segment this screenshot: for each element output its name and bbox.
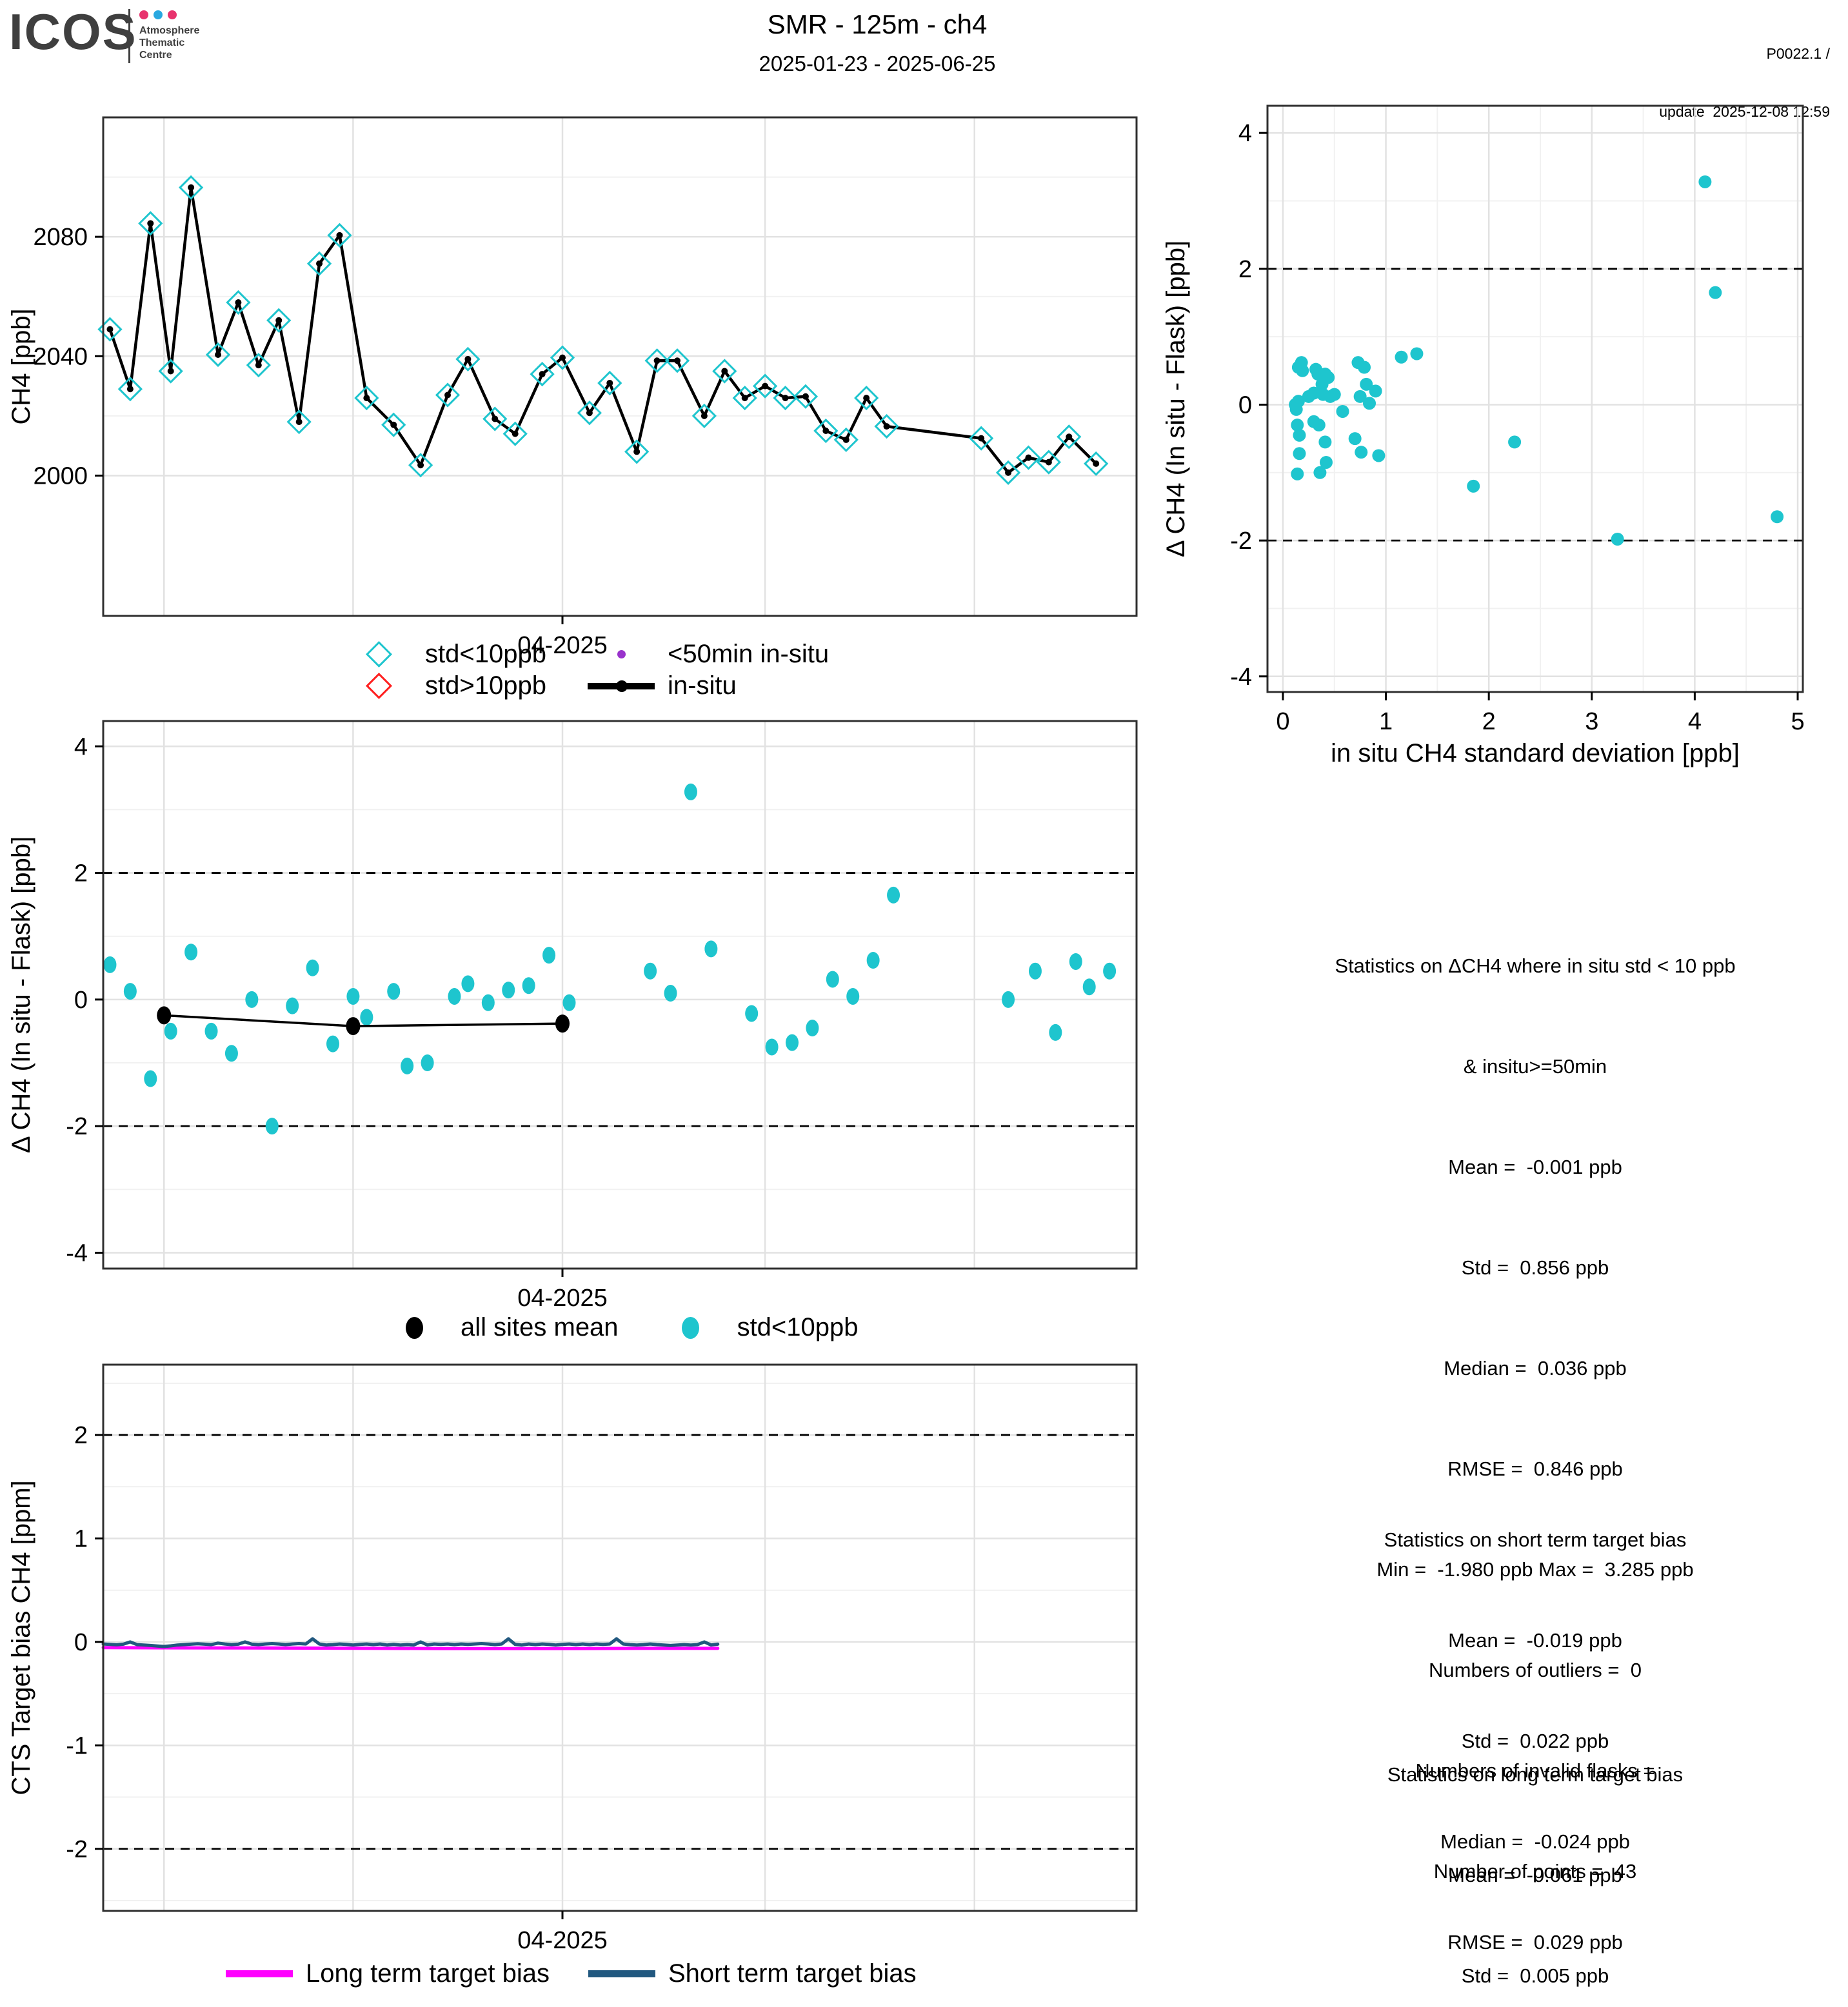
svg-text:0: 0 (74, 1629, 88, 1656)
stats-line: Statistics on short term target bias (1384, 1528, 1687, 1551)
legend-item-short-term-bias: Short term target bias (588, 1959, 917, 1988)
delta-ch4-time-scatter-chart: -4 -2 0 2 4 04-2025 Δ CH4 (In situ - Flask) [p… (7, 720, 1138, 1312)
stats-line: Median = -0.024 ppb (1440, 1830, 1630, 1853)
svg-text:2: 2 (1238, 256, 1252, 283)
cts-target-bias-chart: -2 -1 0 1 2 04-2025 CTS Target bias CH4 [ppm] (7, 1363, 1138, 1954)
svg-text:0: 0 (1238, 391, 1252, 419)
delta-plot-legend: all sites mean std<10ppb (381, 1313, 859, 1342)
svg-text:04-2025: 04-2025 (517, 1927, 607, 1954)
stats-line: Std = 0.022 ppb (1461, 1730, 1609, 1752)
svg-text:4: 4 (74, 733, 88, 760)
svg-text:-1: -1 (66, 1732, 88, 1759)
cyan-diamond-icon (365, 640, 392, 668)
legend-label: in-situ (668, 671, 737, 700)
page-title: SMR - 125m - ch4 (767, 9, 988, 39)
timeseries-legend: std<10ppb <50min in-situ std>10ppb in-si… (345, 640, 829, 700)
stats-line: Mean = -0.001 ppb (1448, 1156, 1622, 1178)
legend-item-std-lt10: std<10ppb (657, 1313, 859, 1342)
icos-logo-text: ICOS (9, 3, 137, 60)
red-diamond-icon (365, 672, 392, 700)
legend-label: std<10ppb (425, 640, 546, 668)
logo-dot-icon (154, 10, 163, 19)
stats-line: Statistics on long term target bias (1387, 1763, 1684, 1786)
svg-text:CH4 [ppb]: CH4 [ppb] (7, 308, 35, 424)
svg-text:2: 2 (1482, 708, 1496, 735)
legend-item-long-term-bias: Long term target bias (226, 1959, 550, 1988)
svg-text:2040: 2040 (33, 343, 88, 370)
stats-line: Std = 0.856 ppb (1461, 1256, 1609, 1279)
logo-subtitle: Atmosphere Thematic Centre (139, 25, 200, 61)
svg-text:04-2025: 04-2025 (517, 632, 607, 659)
svg-text:CTS Target bias CH4 [ppm]: CTS Target bias CH4 [ppm] (7, 1480, 35, 1795)
svg-text:Δ CH4 (In situ - Flask) [ppb]: Δ CH4 (In situ - Flask) [ppb] (1162, 241, 1190, 557)
stats-line: RMSE = 0.029 ppb (1447, 1931, 1623, 1953)
black-dot-icon (405, 1316, 423, 1339)
svg-text:1: 1 (74, 1526, 88, 1553)
svg-text:5: 5 (1791, 708, 1804, 735)
stats-line: Min = -1.980 ppb Max = 3.285 ppb (1376, 1558, 1694, 1581)
target-bias-legend: Long term target bias Short term target … (226, 1959, 917, 1988)
svg-text:2080: 2080 (33, 224, 88, 251)
svg-text:-4: -4 (1230, 664, 1252, 691)
legend-item-std-lt10: std<10ppb (345, 640, 577, 669)
svg-text:-2: -2 (66, 1113, 88, 1140)
svg-text:-4: -4 (66, 1240, 88, 1267)
legend-item-lt50min-insitu: <50min in-situ (588, 640, 829, 669)
legend-item-all-sites-mean: all sites mean (381, 1313, 619, 1342)
legend-label: all sites mean (461, 1313, 619, 1341)
legend-label: std<10ppb (737, 1313, 859, 1341)
stats-line: Mean = -0.019 ppb (1448, 1629, 1622, 1652)
logo-divider (128, 9, 130, 63)
svg-text:Δ CH4 (In situ - Flask) [ppb]: Δ CH4 (In situ - Flask) [ppb] (7, 836, 35, 1153)
svg-text:4: 4 (1238, 120, 1252, 147)
stats-long-term-bias: Statistics on long term target bias Mean… (1387, 1691, 1683, 2007)
stats-line: Median = 0.036 ppb (1444, 1357, 1627, 1379)
stats-line: Mean = -0.061 ppb (1448, 1864, 1622, 1886)
logo-dot-icon (168, 10, 177, 19)
svg-text:2000: 2000 (33, 462, 88, 489)
legend-label: <50min in-situ (668, 640, 830, 668)
svg-text:0: 0 (74, 987, 88, 1014)
legend-label: Short term target bias (668, 1959, 917, 1988)
blue-line-icon (588, 1970, 655, 1977)
logo-dots-icon (139, 10, 177, 19)
svg-text:4: 4 (1688, 708, 1702, 735)
delta-vs-std-scatter-chart: -4 -2 0 2 4 0 1 2 3 4 5 Δ CH4 (In situ - Flask) [pp… (1162, 104, 1805, 767)
stats-line: Numbers of invalid flasks = (1415, 1759, 1655, 1782)
svg-text:0: 0 (1276, 708, 1289, 735)
svg-text:-2: -2 (1230, 528, 1252, 555)
revision-label: P0022.1 / (1766, 45, 1830, 62)
svg-text:-2: -2 (66, 1836, 88, 1863)
stats-delta-ch4: Statistics on ΔCH4 where in situ std < 1… (1335, 882, 1735, 1955)
svg-text:04-2025: 04-2025 (517, 1285, 607, 1312)
stats-line: Std = 0.005 ppb (1461, 1964, 1609, 1987)
svg-text:2: 2 (74, 860, 88, 887)
logo-dot-icon (139, 10, 148, 19)
date-range: 2025-01-23 - 2025-06-25 (759, 52, 996, 75)
svg-text:in situ CH4 standard deviation: in situ CH4 standard deviation [ppb] (1331, 739, 1740, 767)
stats-line: & insitu>=50min (1463, 1055, 1607, 1078)
svg-text:3: 3 (1585, 708, 1598, 735)
stats-line: Statistics on ΔCH4 where in situ std < 1… (1335, 954, 1736, 977)
legend-item-insitu: in-situ (588, 671, 829, 700)
stats-line: Numbers of outliers = 0 (1429, 1659, 1642, 1681)
svg-text:1: 1 (1379, 708, 1393, 735)
insitu-ch4-timeseries-chart: 2000 2040 2080 04-2025 CH4 [ppb] (7, 116, 1138, 659)
legend-item-std-gt10: std>10ppb (345, 671, 577, 700)
stats-line: Number of points = 43 (1433, 1860, 1637, 1883)
black-line-dot-icon (588, 680, 655, 692)
magenta-line-icon (226, 1970, 293, 1977)
cyan-dot-icon (682, 1316, 700, 1339)
legend-label: Long term target bias (306, 1959, 550, 1988)
stats-short-term-bias: Statistics on short term target bias Mea… (1384, 1456, 1687, 2007)
legend-label: std>10ppb (425, 671, 546, 700)
stats-line: RMSE = 0.846 ppb (1447, 1458, 1623, 1480)
purple-dot-icon (617, 650, 626, 658)
svg-text:2: 2 (74, 1422, 88, 1449)
